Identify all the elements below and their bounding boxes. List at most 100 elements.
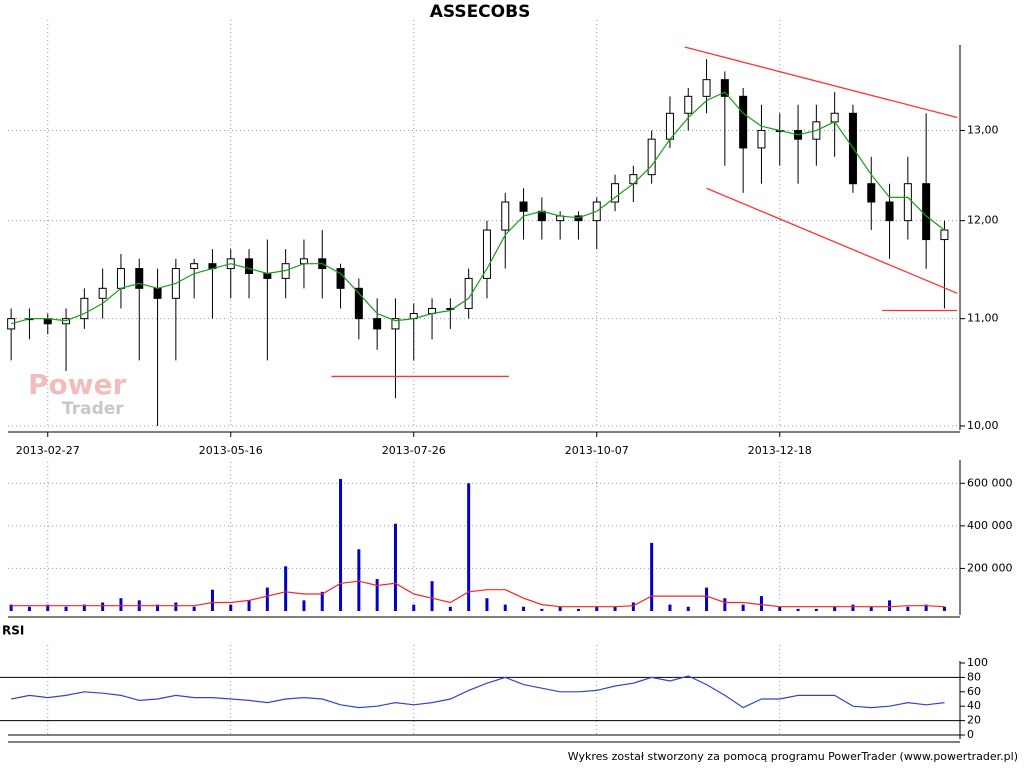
candle-body [537, 210, 546, 222]
volume-bar [46, 604, 50, 611]
x-tick-label: 2013-12-18 [748, 444, 812, 457]
volume-bar [430, 581, 434, 611]
volume-bar [814, 608, 818, 611]
volume-bar [522, 606, 526, 611]
volume-bar [759, 596, 763, 611]
candle-body [830, 112, 839, 123]
volume-bar [650, 542, 654, 611]
volume-bar [357, 549, 361, 611]
x-tick-label: 2013-10-07 [565, 444, 629, 457]
volume-bar [796, 608, 800, 611]
volume-bar [339, 479, 343, 611]
volume-bar [613, 606, 617, 611]
volume-average [11, 580, 945, 608]
volume-bar [705, 587, 709, 611]
y-tick-label: 200 000 [967, 561, 1013, 574]
volume-bar [375, 579, 379, 611]
volume-bar [265, 587, 269, 611]
volume-bar [320, 591, 324, 611]
volume-bar [558, 606, 562, 611]
candle-body [501, 201, 510, 231]
candle-body [720, 79, 729, 97]
volume-bar [284, 566, 288, 611]
candle-body [867, 183, 876, 203]
y-tick-label: 400 000 [967, 519, 1013, 532]
y-tick-label: 80 [967, 670, 981, 683]
volume-bar [82, 604, 86, 611]
moving-average [11, 91, 945, 325]
candle-body [684, 95, 693, 114]
x-tick-label: 2013-02-27 [16, 444, 80, 457]
volume-bar [851, 604, 855, 611]
volume-bar [27, 606, 31, 611]
volume-bar [393, 523, 397, 611]
volume-bar [540, 608, 544, 611]
candle-body [446, 307, 455, 310]
candle-body [80, 297, 89, 320]
x-tick-label: 2013-07-26 [382, 444, 446, 457]
candle-body [739, 95, 748, 149]
volume-bar [467, 483, 471, 611]
candle-body [757, 129, 766, 149]
volume-bar [741, 604, 745, 611]
y-tick-label: 20 [967, 714, 981, 727]
y-tick-label: 10,00 [967, 419, 999, 432]
y-tick-label: 0 [967, 728, 974, 741]
candle-body [263, 272, 272, 279]
watermark: Power [28, 368, 127, 401]
candle-body [922, 183, 931, 241]
watermark: Trader [62, 399, 124, 419]
candle-body [116, 268, 125, 289]
candle-body [903, 183, 912, 222]
candle-body [373, 318, 382, 330]
volume-bar [595, 606, 599, 611]
volume-bar [723, 598, 727, 611]
candle-body [611, 183, 620, 203]
candle-body [702, 79, 711, 97]
y-tick-label: 600 000 [967, 476, 1013, 489]
volume-bar [924, 604, 928, 611]
trend-line [706, 187, 958, 294]
volume-bar [888, 600, 892, 611]
y-tick-label: 100 [967, 656, 988, 669]
candle-body [519, 201, 528, 212]
candle-body [98, 287, 107, 299]
volume-bar [686, 606, 690, 611]
volume-bar [576, 608, 580, 611]
candle-body [7, 318, 16, 330]
volume-bar [229, 604, 233, 611]
rsi-title: RSI [2, 624, 24, 638]
y-tick-label: 40 [967, 699, 981, 712]
volume-bar [778, 606, 782, 611]
candle-body [629, 174, 638, 185]
footer: Wykres został stworzony za pomocą progra… [568, 750, 1018, 763]
candle-body [391, 318, 400, 330]
volume-bar [302, 600, 306, 611]
candle-body [940, 229, 949, 241]
candle-body [245, 258, 254, 274]
volume-bar [174, 602, 178, 611]
candle-body [885, 201, 894, 222]
candle-body [190, 263, 199, 270]
volume-bar [448, 606, 452, 611]
trend-line [684, 46, 958, 119]
volume-bar [833, 606, 837, 611]
y-tick-label: 60 [967, 685, 981, 698]
rsi-line [11, 675, 945, 709]
volume-bar [192, 606, 196, 611]
candle-body [153, 287, 162, 299]
candle-body [336, 268, 345, 289]
volume-bar [942, 606, 946, 611]
candle-body [665, 112, 674, 140]
y-tick-label: 11,00 [967, 312, 999, 325]
x-tick-label: 2013-05-16 [199, 444, 263, 457]
volume-bar [503, 604, 507, 611]
volume-bar [119, 598, 123, 611]
y-tick-label: 13,00 [967, 123, 999, 136]
volume-bar [64, 606, 68, 611]
volume-bar [906, 606, 910, 611]
candle-body [482, 229, 491, 279]
candle-body [647, 138, 656, 176]
